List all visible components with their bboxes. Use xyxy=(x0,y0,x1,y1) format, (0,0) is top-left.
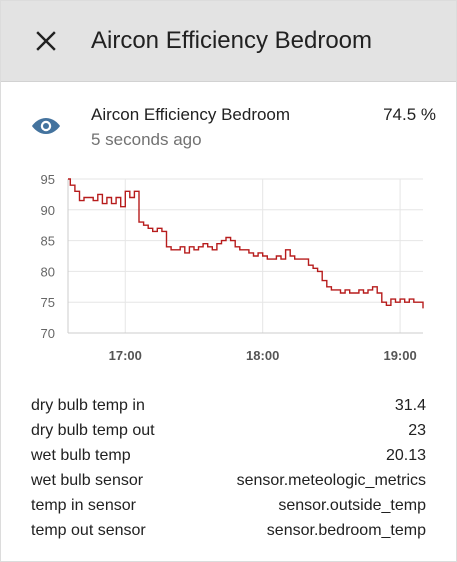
attribute-row: wet bulb temp 20.13 xyxy=(31,443,426,468)
attribute-value: 20.13 xyxy=(385,447,426,464)
attribute-value: sensor.bedroom_temp xyxy=(266,522,426,539)
entity-state-value: 74.5 % xyxy=(383,105,436,124)
close-button[interactable] xyxy=(31,26,61,56)
attribute-value: 23 xyxy=(408,422,426,439)
attribute-value: 31.4 xyxy=(394,397,426,414)
y-tick-label: 80 xyxy=(41,264,55,279)
attribute-name: dry bulb temp in xyxy=(31,397,145,414)
attribute-name: wet bulb sensor xyxy=(31,472,144,489)
x-tick-label: 17:00 xyxy=(109,348,142,363)
attribute-row: wet bulb sensor sensor.meteologic_metrics xyxy=(31,468,426,493)
entity-name: Aircon Efficiency Bedroom xyxy=(91,105,291,124)
y-tick-label: 95 xyxy=(41,172,55,187)
attribute-value: sensor.outside_temp xyxy=(278,497,426,514)
attribute-value: sensor.meteologic_metrics xyxy=(236,472,426,489)
last-changed: 5 seconds ago xyxy=(91,130,202,149)
attribute-row: temp out sensor sensor.bedroom_temp xyxy=(31,518,426,543)
entity-state-row[interactable]: Aircon Efficiency Bedroom 5 seconds ago … xyxy=(31,101,436,153)
y-tick-label: 90 xyxy=(41,203,55,218)
attribute-name: wet bulb temp xyxy=(31,447,131,464)
eye-icon xyxy=(32,118,60,134)
y-tick-label: 70 xyxy=(41,326,55,341)
y-tick-label: 75 xyxy=(41,295,55,310)
attribute-name: dry bulb temp out xyxy=(31,422,155,439)
close-icon xyxy=(36,31,56,51)
x-tick-label: 19:00 xyxy=(383,348,416,363)
attributes-list: dry bulb temp in 31.4 dry bulb temp out 23 w… xyxy=(31,393,426,543)
attribute-row: temp in sensor sensor.outside_temp xyxy=(31,493,426,518)
x-tick-label: 18:00 xyxy=(246,348,279,363)
dialog-title: Aircon Efficiency Bedroom xyxy=(91,27,373,54)
dialog-header: Aircon Efficiency Bedroom xyxy=(1,1,456,82)
series-line xyxy=(68,178,424,309)
attribute-row: dry bulb temp in 31.4 xyxy=(31,393,426,418)
attribute-row: dry bulb temp out 23 xyxy=(31,418,426,443)
history-chart[interactable]: 95 90 85 80 75 70 17:00 18:00 19:00 xyxy=(1,166,456,371)
attribute-name: temp out sensor xyxy=(31,522,146,539)
y-tick-label: 85 xyxy=(41,234,55,249)
attribute-name: temp in sensor xyxy=(31,497,136,514)
